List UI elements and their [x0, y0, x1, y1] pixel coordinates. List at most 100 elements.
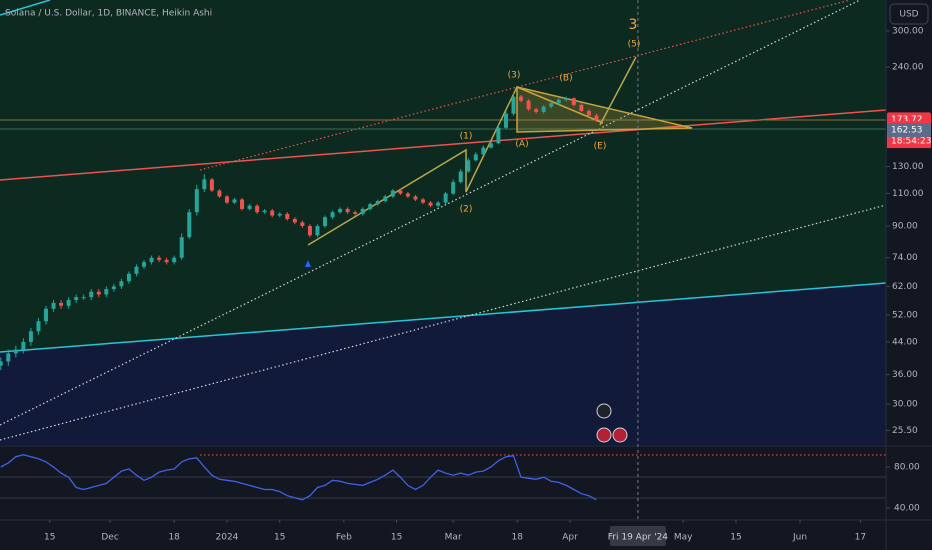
currency-button[interactable]	[889, 3, 929, 25]
x-tick-label: 15	[730, 533, 741, 543]
candle-body	[488, 143, 493, 148]
chart-title: Solana / U.S. Dollar, 1D, BINANCE, Heiki…	[5, 9, 212, 19]
candle-body	[89, 291, 94, 298]
triangle-pattern	[516, 86, 693, 133]
rsi-y-tick-label: 40.00	[894, 504, 920, 514]
x-tick-label: Jun	[792, 533, 807, 543]
event-icon[interactable]	[596, 427, 612, 443]
candle-body	[292, 218, 297, 223]
y-tick-label: 25.50	[892, 426, 918, 436]
candle-body	[142, 262, 147, 267]
x-tick-label: 17	[855, 533, 866, 543]
currency: USD	[899, 10, 918, 20]
event-icon[interactable]	[612, 427, 628, 443]
x-tick-label: Apr	[562, 533, 578, 543]
candle-body	[556, 99, 561, 104]
candle-body	[579, 104, 584, 111]
y-tick-label: 44.00	[892, 337, 918, 347]
candle-body	[247, 205, 252, 209]
rsi-y-tick-label: 80.00	[894, 462, 920, 472]
support-line	[0, 282, 887, 353]
x-tick-label: 18	[168, 533, 180, 543]
candle-body	[353, 212, 358, 214]
candle-body	[368, 204, 373, 209]
wave-label: (E)	[594, 142, 607, 152]
candle-body	[315, 226, 320, 236]
channel-line	[0, 0, 51, 16]
candle-body	[473, 154, 478, 161]
upper-zone	[0, 0, 886, 352]
candle-body	[104, 289, 109, 295]
y-tick-label: 74.00	[892, 253, 918, 263]
y-tick-label: 52.00	[892, 310, 918, 320]
resistance-line	[0, 109, 887, 181]
wave-label: (1)	[460, 132, 473, 142]
x-tick-label: Mar	[445, 533, 462, 543]
wave-label: (3)	[508, 71, 521, 81]
candle-body	[322, 217, 327, 227]
candle-body	[96, 291, 101, 295]
candle-body	[405, 193, 410, 197]
rsi-pane	[0, 446, 886, 520]
candle-body	[443, 193, 448, 203]
price-label: 173.72	[891, 115, 923, 125]
candle-body	[217, 190, 222, 197]
x-tick-label: 2024	[216, 533, 239, 543]
candle-body	[383, 196, 388, 202]
candle-body	[345, 208, 350, 213]
candle-body	[586, 110, 591, 116]
x-tick-label: 15	[44, 533, 55, 543]
x-tick-label: Feb	[336, 533, 352, 543]
x-tick-label: Dec	[101, 533, 118, 543]
event-icon[interactable]	[596, 403, 612, 419]
candle-body	[202, 179, 207, 190]
candle-body	[519, 96, 524, 101]
candle-body	[390, 190, 395, 197]
wave-projection	[599, 56, 637, 126]
y-tick-label: 300.00	[892, 26, 924, 36]
candle-body	[21, 341, 26, 350]
candle-body	[59, 302, 64, 306]
pattern-line	[516, 86, 604, 124]
rsi-line	[0, 454, 597, 501]
candle-body	[66, 300, 71, 306]
candle-body	[541, 106, 546, 112]
candle-body	[496, 127, 501, 144]
dotted-trend	[0, 204, 887, 441]
candle-body	[119, 281, 124, 287]
lower-zone	[0, 283, 886, 445]
price-label-box	[887, 123, 931, 138]
candle-body	[594, 115, 599, 121]
candle-body	[436, 202, 441, 206]
candle-body	[262, 210, 267, 213]
candle-body	[307, 226, 312, 236]
candle-body	[224, 196, 229, 203]
candle-body	[0, 361, 3, 366]
candle-body	[179, 237, 184, 258]
y-tick-label: 110.00	[892, 189, 924, 199]
candle-body	[338, 208, 343, 213]
crosshair-label: Fri 19 Apr '24	[608, 533, 669, 543]
signal-arrow	[305, 260, 311, 267]
candle-body	[428, 202, 433, 206]
x-tick-label: 15	[391, 533, 402, 543]
candle-body	[571, 98, 576, 105]
candle-body	[526, 100, 531, 110]
candle-body	[330, 212, 335, 218]
candle-body	[466, 160, 471, 172]
y-tick-label: 130.00	[892, 162, 924, 172]
candle-body	[187, 212, 192, 238]
wave-label: (2)	[460, 205, 473, 215]
y-tick-label: 30.00	[892, 400, 918, 410]
candle-body	[398, 190, 403, 194]
candle-body	[164, 259, 169, 263]
candle-body	[503, 113, 508, 128]
wave-label: (5)	[628, 40, 641, 50]
candle-body	[43, 308, 48, 322]
wave-label: (B)	[559, 74, 572, 84]
candle-body	[36, 321, 41, 332]
candle-body	[285, 213, 290, 219]
candle-body	[13, 349, 18, 354]
price-label: 162.53	[891, 126, 923, 136]
candle-body	[240, 199, 245, 209]
